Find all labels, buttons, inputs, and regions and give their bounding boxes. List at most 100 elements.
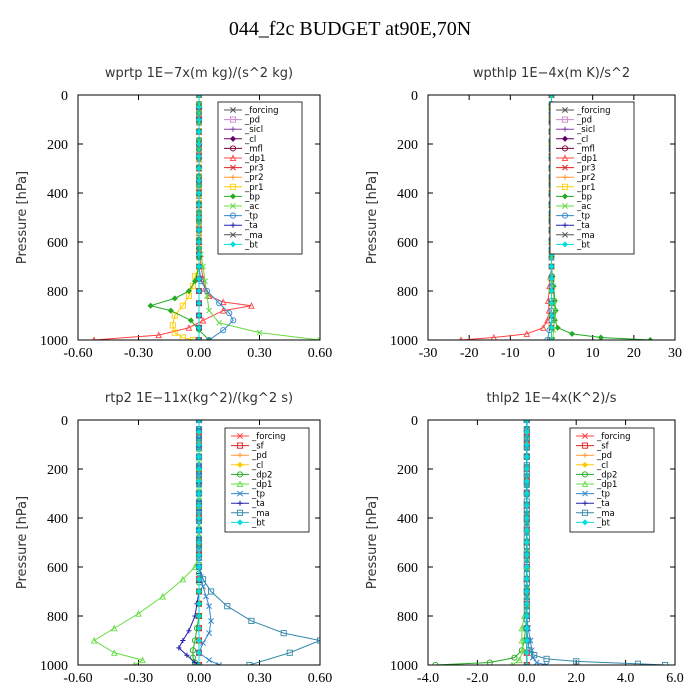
legend-marker: [230, 174, 236, 180]
series-line-dp1: [460, 95, 552, 340]
series-point: [195, 128, 203, 135]
series-point: [195, 441, 203, 448]
legend-marker: [229, 212, 237, 219]
legend-label: _dp1: [244, 154, 265, 164]
legend-marker: [561, 212, 569, 219]
series-point: [110, 649, 118, 656]
series-point: [195, 576, 203, 583]
legend: _forcing_pd_sicl_cl_mfl_dp1_pr3_pr2_pr1_…: [217, 101, 303, 255]
series-point: [548, 275, 555, 282]
legend-label: _ta: [576, 221, 590, 231]
series-point: [523, 612, 530, 620]
x-tick-label: -30: [419, 346, 438, 361]
series-point: [195, 226, 203, 233]
series-point: [523, 429, 530, 436]
series-line-ma: [198, 420, 320, 665]
legend: _forcing_pd_sicl_cl_mfl_dp1_pr3_pr2_pr1_…: [549, 101, 635, 255]
series-point: [523, 649, 530, 656]
legend-marker: [561, 193, 569, 200]
legend-marker: [230, 231, 236, 238]
series-point: [195, 625, 203, 632]
legend-box: [217, 101, 303, 255]
y-tick-label: 200: [47, 138, 68, 153]
x-tick-label: 0.60: [308, 346, 333, 361]
legend-label: _bt: [576, 240, 591, 250]
series-point: [195, 551, 203, 558]
legend-label: _bt: [596, 518, 611, 528]
x-tick-label: 0.00: [187, 671, 212, 686]
series-point: [195, 478, 203, 485]
series-point: [179, 334, 186, 340]
series-group: [92, 95, 320, 340]
legend-marker: [230, 126, 236, 132]
series-point: [189, 647, 196, 654]
series-point: [195, 263, 203, 270]
series-point: [543, 655, 550, 662]
panel-1: wprtp 1E−7x(m kg)/(s^2 kg) Pressure [hPa]…: [15, 66, 332, 361]
series-point: [110, 624, 118, 632]
legend-label: _dp2: [251, 470, 272, 480]
series-point: [195, 251, 203, 258]
series-point: [195, 300, 203, 307]
series-point: [159, 592, 167, 600]
legend-label: _ma: [251, 509, 270, 519]
legend-marker: [229, 135, 237, 142]
legend-label: _pr1: [576, 183, 596, 193]
series-point: [248, 617, 255, 624]
x-tick-label: 0.0: [518, 671, 536, 686]
legend-label: _ma: [596, 509, 615, 519]
legend-marker: [561, 116, 569, 123]
series-line-dp1: [93, 420, 200, 665]
x-tick-label: 0.60: [308, 671, 333, 686]
series-point: [206, 630, 213, 637]
legend-marker: [581, 480, 589, 488]
y-tick-label: 0: [61, 89, 68, 104]
legend-marker: [581, 442, 589, 449]
series-point: [531, 652, 538, 659]
series-point: [200, 583, 206, 590]
y-axis-label: Pressure [hPa]: [365, 496, 380, 589]
legend: _forcing_sf_pd_cl_dp2_dp1_tp_ta_ma_bt: [569, 427, 655, 533]
series-point: [523, 420, 530, 424]
series-point: [486, 659, 493, 665]
legend-label: _ta: [596, 499, 610, 509]
legend-label: _tp: [596, 490, 610, 500]
series-point: [196, 337, 202, 340]
legend-marker: [229, 183, 237, 190]
legend-label: _ma: [244, 231, 263, 241]
series-point: [523, 576, 530, 583]
y-tick-label: 1000: [390, 659, 418, 674]
x-tick-label: 0: [548, 346, 555, 361]
series-point: [634, 660, 641, 665]
plot-frame-top: [427, 94, 676, 341]
series-point: [195, 238, 203, 246]
series-point: [195, 153, 203, 160]
x-tick-label: 2.0: [567, 671, 585, 686]
series-line-bp: [148, 95, 210, 340]
series-point: [195, 490, 203, 497]
series-point: [206, 307, 213, 314]
legend-label: _dp1: [251, 480, 272, 490]
series-group: [432, 420, 669, 665]
legend-marker: [562, 126, 568, 132]
legend-label: _ac: [576, 202, 591, 212]
legend-label: _sicl: [576, 125, 595, 135]
legend-label: _pr3: [244, 164, 264, 174]
x-tick-label: 0.30: [247, 346, 272, 361]
legend-label: _ma: [576, 231, 595, 241]
series-point: [548, 95, 555, 99]
panel-title: rtp2 1E−11x(kg^2)/(kg^2 s): [105, 391, 293, 406]
series-point: [523, 441, 530, 448]
legend-marker: [581, 471, 589, 478]
y-tick-label: 1000: [40, 659, 68, 674]
series-point: [533, 659, 540, 665]
legend-marker: [562, 231, 568, 238]
series-point: [523, 330, 531, 337]
legend-marker: [230, 203, 236, 209]
legend-label: _dp1: [596, 480, 617, 490]
y-tick-label: 600: [397, 236, 418, 251]
legend-label: _mfl: [244, 144, 263, 154]
y-tick-label: 800: [397, 610, 418, 625]
series-point: [286, 649, 293, 656]
series-point: [195, 214, 203, 221]
